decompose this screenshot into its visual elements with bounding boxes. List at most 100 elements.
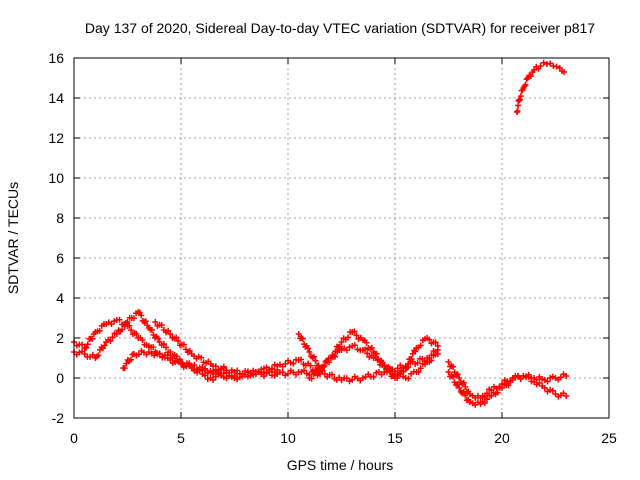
data-point <box>428 357 435 364</box>
data-point <box>191 361 198 368</box>
data-point <box>351 342 358 349</box>
data-point <box>344 334 351 341</box>
data-point <box>301 367 308 374</box>
data-point <box>318 366 325 373</box>
data-point <box>210 377 217 383</box>
data-point <box>349 376 356 383</box>
y-tick-label: 4 <box>56 290 64 306</box>
data-point <box>156 350 163 357</box>
data-point <box>499 385 505 391</box>
y-tick-label: 10 <box>48 170 64 186</box>
y-tick-label: 12 <box>48 130 64 146</box>
data-point <box>353 332 360 339</box>
y-axis-label: SDTVAR / TECUs <box>5 182 21 294</box>
data-point <box>155 335 162 342</box>
data-point <box>462 392 469 399</box>
data-point <box>142 318 149 325</box>
data-point <box>456 375 463 381</box>
x-tick-label: 0 <box>70 430 78 446</box>
data-point <box>522 81 529 88</box>
data-point <box>450 363 457 370</box>
data-point <box>124 319 131 325</box>
data-point <box>126 322 133 329</box>
y-tick-label: 8 <box>56 210 64 226</box>
data-point <box>89 335 96 342</box>
data-point <box>445 359 452 365</box>
data-point <box>385 364 392 371</box>
y-tick-label: 16 <box>48 50 64 66</box>
data-point <box>130 315 137 322</box>
plot-frame <box>73 57 610 419</box>
data-point <box>133 331 140 338</box>
data-point <box>326 359 333 366</box>
data-point <box>527 73 534 80</box>
data-point <box>536 379 543 386</box>
data-point <box>116 316 123 323</box>
data-point <box>405 360 412 367</box>
data-point <box>89 351 96 358</box>
data-point <box>460 388 467 395</box>
data-point <box>83 344 90 351</box>
data-point <box>328 371 335 378</box>
data-point <box>563 393 570 399</box>
data-point <box>549 387 556 394</box>
chart-title: Day 137 of 2020, Sidereal Day-to-day VTE… <box>85 20 595 36</box>
data-point <box>408 356 415 363</box>
data-point <box>415 369 422 376</box>
data-point <box>95 352 102 359</box>
data-point <box>434 351 441 357</box>
data-point <box>150 344 157 351</box>
data-point <box>523 76 530 83</box>
data-point <box>338 339 345 345</box>
data-point <box>160 340 167 347</box>
data-point <box>460 379 467 386</box>
data-point <box>306 349 313 355</box>
data-point <box>414 359 421 366</box>
data-point <box>295 331 302 337</box>
series-track-j <box>513 59 568 115</box>
data-point <box>258 369 265 376</box>
data-point <box>96 327 103 334</box>
data-point <box>290 360 297 367</box>
data-point <box>158 322 165 329</box>
data-point <box>540 59 547 66</box>
data-point <box>405 375 412 382</box>
data-point <box>107 337 114 344</box>
data-point <box>412 348 419 355</box>
data-point <box>138 312 145 319</box>
data-point <box>450 373 457 380</box>
y-tick-label: 14 <box>48 90 64 106</box>
data-point <box>556 65 563 71</box>
data-point <box>426 336 433 343</box>
data-point <box>218 370 225 377</box>
data-point <box>128 327 135 334</box>
data-point <box>364 350 371 357</box>
data-point <box>167 331 174 337</box>
data-point <box>282 360 289 367</box>
data-point <box>123 360 130 367</box>
data-point <box>212 363 219 370</box>
x-tick-label: 15 <box>387 430 403 446</box>
data-point <box>109 334 116 341</box>
data-point <box>553 63 560 70</box>
y-tick-label: -2 <box>52 410 65 426</box>
data-point <box>525 373 532 380</box>
data-point <box>505 382 512 389</box>
data-point <box>202 365 209 372</box>
data-point <box>343 347 350 354</box>
data-point <box>563 373 570 379</box>
data-point <box>176 356 183 363</box>
data-point <box>165 327 172 334</box>
data-point <box>454 371 461 378</box>
series-track-g <box>306 342 441 382</box>
data-point <box>180 341 187 348</box>
data-point <box>148 326 155 333</box>
data-point <box>308 375 315 382</box>
data-point <box>299 335 306 342</box>
data-point <box>374 356 381 363</box>
data-point <box>101 342 108 349</box>
data-point <box>514 108 521 115</box>
data-point <box>494 389 501 396</box>
data-point <box>121 365 128 372</box>
